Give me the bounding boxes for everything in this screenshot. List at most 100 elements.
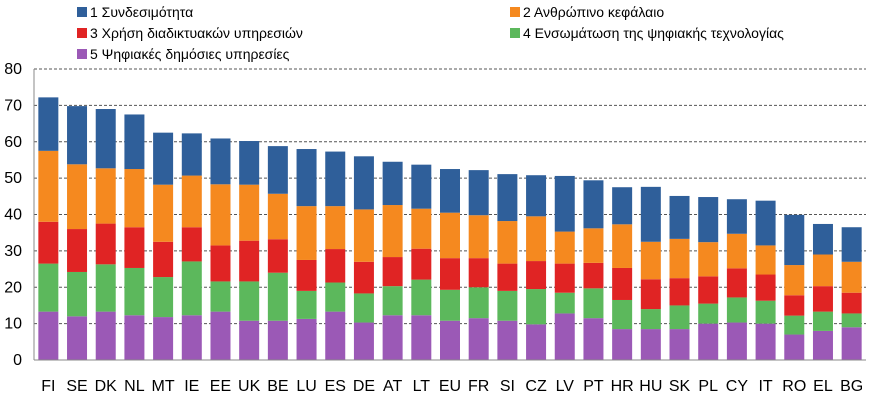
y-tick-label: 50 xyxy=(4,170,22,187)
x-tick-label: RO xyxy=(782,378,806,395)
bar-segment xyxy=(67,271,88,317)
bar-segment xyxy=(382,161,403,206)
x-tick-label: EL xyxy=(813,378,833,395)
bar-stack-CZ xyxy=(526,175,547,360)
bar-stack-BE xyxy=(267,146,288,360)
x-tick-label: PL xyxy=(698,378,718,395)
bar-segment xyxy=(95,168,116,224)
x-tick-label: DK xyxy=(95,378,118,395)
bar-stack-DK xyxy=(95,109,116,360)
y-tick-label: 80 xyxy=(4,61,22,78)
x-tick-label: EE xyxy=(210,378,231,395)
bar-segment xyxy=(755,274,776,301)
x-tick-label: IE xyxy=(184,378,199,395)
x-tick-label: BE xyxy=(267,378,288,395)
x-tick-label: LV xyxy=(556,378,575,395)
bar-segment xyxy=(698,303,719,324)
bar-segment xyxy=(526,175,547,217)
bar-segment xyxy=(554,263,575,293)
legend: 1 Συνδεσιμότητα 2 Ανθρώπινο κεφάλαιο 3 Χ… xyxy=(77,4,784,62)
bar-segment xyxy=(67,316,88,360)
bar-segment xyxy=(526,216,547,262)
bar-segment xyxy=(124,315,145,360)
bar-segment xyxy=(153,184,174,242)
bar-stack-LV xyxy=(554,175,575,360)
x-tick-label: ES xyxy=(325,378,346,395)
bar-segment xyxy=(239,281,260,321)
legend-swatch-human-capital xyxy=(510,7,520,17)
x-tick-label: CY xyxy=(726,378,749,395)
y-tick-label: 70 xyxy=(4,97,22,114)
bar-segment xyxy=(612,224,633,268)
bar-stack-EL xyxy=(812,223,833,360)
bar-segment xyxy=(67,229,88,272)
bar-segment xyxy=(669,195,690,239)
bar-segment xyxy=(181,261,202,316)
bar-segment xyxy=(411,279,432,316)
bar-segment xyxy=(153,241,174,278)
bar-segment xyxy=(296,149,317,207)
bar-stack-IE xyxy=(181,133,202,360)
bar-segment xyxy=(440,212,460,259)
bar-segment xyxy=(353,156,374,210)
x-tick-label: HR xyxy=(611,378,634,395)
bar-segment xyxy=(267,193,288,240)
x-tick-label: IT xyxy=(758,378,772,395)
y-tick-label: 30 xyxy=(4,243,22,260)
bar-segment xyxy=(124,227,145,268)
bar-segment xyxy=(755,300,776,324)
bar-segment xyxy=(382,205,403,258)
bar-segment xyxy=(181,175,202,228)
bar-segment xyxy=(67,164,88,230)
bar-segment xyxy=(296,206,317,260)
bar-segment xyxy=(812,311,833,331)
x-tick-label: PT xyxy=(583,378,604,395)
bar-segment xyxy=(468,258,489,288)
bar-stack-AT xyxy=(382,161,403,360)
bar-stack-FI xyxy=(38,97,59,360)
bar-segment xyxy=(181,133,202,176)
bar-segment xyxy=(726,268,747,298)
bar-segment xyxy=(583,262,604,289)
bar-segment xyxy=(440,258,460,290)
bar-segment xyxy=(841,327,862,360)
x-axis: FI SE DK NL MT IE EE UK BE LU ES DE AT LT EU FR SI CZ LV PT… xyxy=(34,359,866,395)
bar-stack-DE xyxy=(353,156,374,360)
bar-segment xyxy=(784,315,805,335)
bar-segment xyxy=(382,315,403,360)
legend-label-internet-use: 3 Χρήση διαδικτυακών υπηρεσιών xyxy=(90,25,303,41)
bar-segment xyxy=(784,334,805,360)
bar-segment xyxy=(468,170,489,216)
bar-segment xyxy=(124,169,145,228)
bar-segment xyxy=(239,240,260,282)
bar-segment xyxy=(267,146,288,194)
bar-segment xyxy=(38,150,59,222)
bar-segment xyxy=(554,313,575,360)
bar-segment xyxy=(296,259,317,291)
bar-segment xyxy=(353,261,374,294)
bar-segment xyxy=(698,323,719,360)
bar-segment xyxy=(325,249,346,283)
bar-segment xyxy=(755,323,776,360)
bar-segment xyxy=(755,245,776,275)
bar-segment xyxy=(353,209,374,262)
legend-swatch-connectivity xyxy=(77,7,87,17)
x-tick-label: MT xyxy=(152,378,175,395)
bar-segment xyxy=(669,305,690,330)
bar-segment xyxy=(382,257,403,287)
bar-segment xyxy=(411,248,432,280)
legend-item-human-capital: 2 Ανθρώπινο κεφάλαιο xyxy=(510,4,664,20)
bar-segment xyxy=(554,231,575,264)
bar-segment xyxy=(124,267,145,316)
bar-segment xyxy=(526,261,547,290)
bar-segment xyxy=(325,311,346,360)
bars xyxy=(38,97,862,360)
x-tick-label: UK xyxy=(238,378,261,395)
bar-segment xyxy=(612,299,633,330)
bar-stack-LT xyxy=(411,164,432,360)
bar-segment xyxy=(267,239,288,273)
bar-segment xyxy=(325,206,346,250)
bar-segment xyxy=(583,288,604,319)
bar-stack-FR xyxy=(468,170,489,360)
